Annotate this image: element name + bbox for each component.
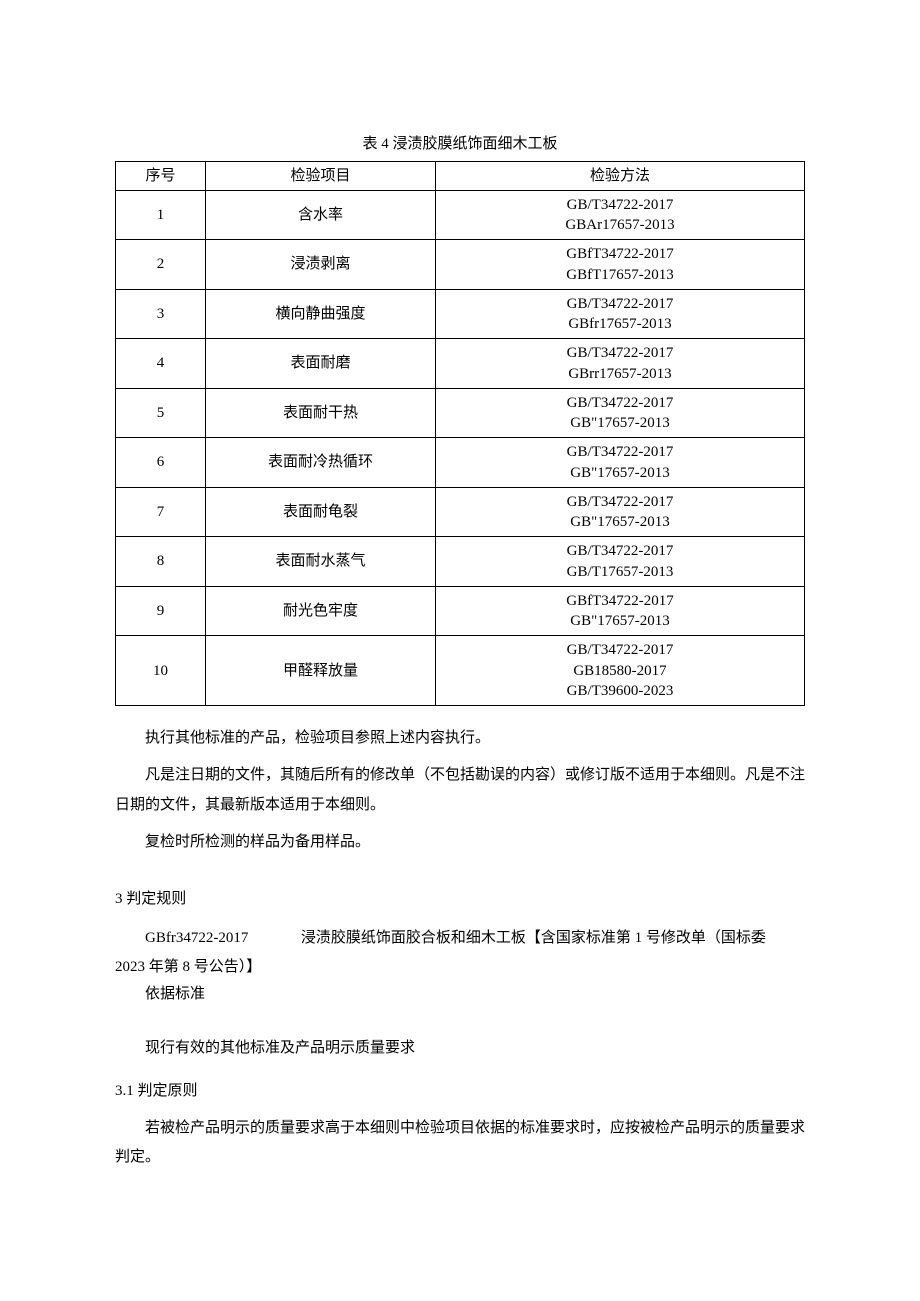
cell-item: 浸渍剥离 [206,240,436,290]
method-line: GB/T34722-2017 [442,541,798,561]
table-title: 表 4 浸渍胶膜纸饰面细木工板 [115,130,805,159]
basis-label: 依据标准 [115,982,805,1006]
method-line: GBfT34722-2017 [442,591,798,611]
paragraph: 执行其他标准的产品，检验项目参照上述内容执行。 [115,724,805,753]
method-line: GBfr17657-2013 [442,314,798,334]
cell-idx: 8 [116,537,206,587]
method-line: GB/T34722-2017 [442,343,798,363]
basis-block: GBfr34722-2017 浸渍胶膜纸饰面胶合板和细木工板【含国家标准第 1 号… [115,924,805,1007]
cell-method: GB/T34722-2017GB"17657-2013 [436,388,805,438]
basis-code: GBfr34722-2017 [145,930,248,946]
table-row: 2 浸渍剥离 GBfT34722-2017GBfT17657-2013 [116,240,805,290]
table-row: 10 甲醛释放量 GB/T34722-2017GB18580-2017GB/T3… [116,636,805,706]
cell-idx: 10 [116,636,206,706]
cell-method: GB/T34722-2017GBfr17657-2013 [436,289,805,339]
col-header-method: 检验方法 [436,161,805,190]
basis-title: 浸渍胶膜纸饰面胶合板和细木工板【含国家标准第 1 号修改单（国标委 [301,930,766,946]
table-row: 5 表面耐干热 GB/T34722-2017GB"17657-2013 [116,388,805,438]
method-line: GBAr17657-2013 [442,215,798,235]
table-row: 9 耐光色牢度 GBfT34722-2017GB"17657-2013 [116,586,805,636]
cell-item: 表面耐干热 [206,388,436,438]
method-line: GB/T34722-2017 [442,442,798,462]
cell-idx: 6 [116,438,206,488]
cell-method: GBfT34722-2017GBfT17657-2013 [436,240,805,290]
method-line: GBfT34722-2017 [442,244,798,264]
table-header-row: 序号 检验项目 检验方法 [116,161,805,190]
method-line: GB"17657-2013 [442,413,798,433]
cell-method: GB/T34722-2017GB"17657-2013 [436,438,805,488]
cell-item: 横向静曲强度 [206,289,436,339]
method-line: GB/T34722-2017 [442,492,798,512]
cell-method: GB/T34722-2017GBAr17657-2013 [436,190,805,240]
table-row: 1 含水率 GB/T34722-2017GBAr17657-2013 [116,190,805,240]
cell-item: 表面耐冷热循环 [206,438,436,488]
table-row: 3 横向静曲强度 GB/T34722-2017GBfr17657-2013 [116,289,805,339]
method-line: GBrr17657-2013 [442,364,798,384]
basis-line-2: 2023 年第 8 号公告）】 [115,953,805,982]
table-body: 1 含水率 GB/T34722-2017GBAr17657-2013 2 浸渍剥… [116,190,805,705]
cell-method: GB/T34722-2017GB"17657-2013 [436,487,805,537]
cell-method: GB/T34722-2017GBrr17657-2013 [436,339,805,389]
cell-idx: 3 [116,289,206,339]
cell-idx: 4 [116,339,206,389]
table-row: 4 表面耐磨 GB/T34722-2017GBrr17657-2013 [116,339,805,389]
cell-method: GBfT34722-2017GB"17657-2013 [436,586,805,636]
method-line: GB"17657-2013 [442,512,798,532]
method-line: GB/T34722-2017 [442,195,798,215]
paragraph: 凡是注日期的文件，其随后所有的修改单（不包括勘误的内容）或修订版不适用于本细则。… [115,761,805,820]
cell-method: GB/T34722-2017GB/T17657-2013 [436,537,805,587]
method-line: GB18580-2017 [442,661,798,681]
method-line: GB/T34722-2017 [442,640,798,660]
table-row: 8 表面耐水蒸气 GB/T34722-2017GB/T17657-2013 [116,537,805,587]
cell-method: GB/T34722-2017GB18580-2017GB/T39600-2023 [436,636,805,706]
method-line: GB"17657-2013 [442,463,798,483]
method-line: GB/T39600-2023 [442,681,798,701]
inspection-table: 序号 检验项目 检验方法 1 含水率 GB/T34722-2017GBAr176… [115,161,805,707]
cell-item: 表面耐水蒸气 [206,537,436,587]
col-header-idx: 序号 [116,161,206,190]
cell-idx: 5 [116,388,206,438]
section-3-heading: 3 判定规则 [115,885,805,914]
cell-item: 表面耐龟裂 [206,487,436,537]
document-page: 表 4 浸渍胶膜纸饰面细木工板 序号 检验项目 检验方法 1 含水率 GB/T3… [0,0,920,1240]
cell-idx: 9 [116,586,206,636]
cell-idx: 1 [116,190,206,240]
paragraph: 复检时所检测的样品为备用样品。 [115,828,805,857]
cell-idx: 7 [116,487,206,537]
table-row: 6 表面耐冷热循环 GB/T34722-2017GB"17657-2013 [116,438,805,488]
cell-item: 含水率 [206,190,436,240]
section-3-1-heading: 3.1 判定原则 [115,1077,805,1106]
method-line: GB/T34722-2017 [442,294,798,314]
method-line: GB/T17657-2013 [442,562,798,582]
other-standards: 现行有效的其他标准及产品明示质量要求 [115,1034,805,1063]
method-line: GBfT17657-2013 [442,265,798,285]
method-line: GB"17657-2013 [442,611,798,631]
cell-idx: 2 [116,240,206,290]
cell-item: 耐光色牢度 [206,586,436,636]
section-3-1-body: 若被检产品明示的质量要求高于本细则中检验项目依据的标准要求时，应按被检产品明示的… [115,1114,805,1173]
basis-line-1: GBfr34722-2017 浸渍胶膜纸饰面胶合板和细木工板【含国家标准第 1 号… [115,924,805,953]
col-header-item: 检验项目 [206,161,436,190]
table-row: 7 表面耐龟裂 GB/T34722-2017GB"17657-2013 [116,487,805,537]
cell-item: 甲醛释放量 [206,636,436,706]
cell-item: 表面耐磨 [206,339,436,389]
method-line: GB/T34722-2017 [442,393,798,413]
